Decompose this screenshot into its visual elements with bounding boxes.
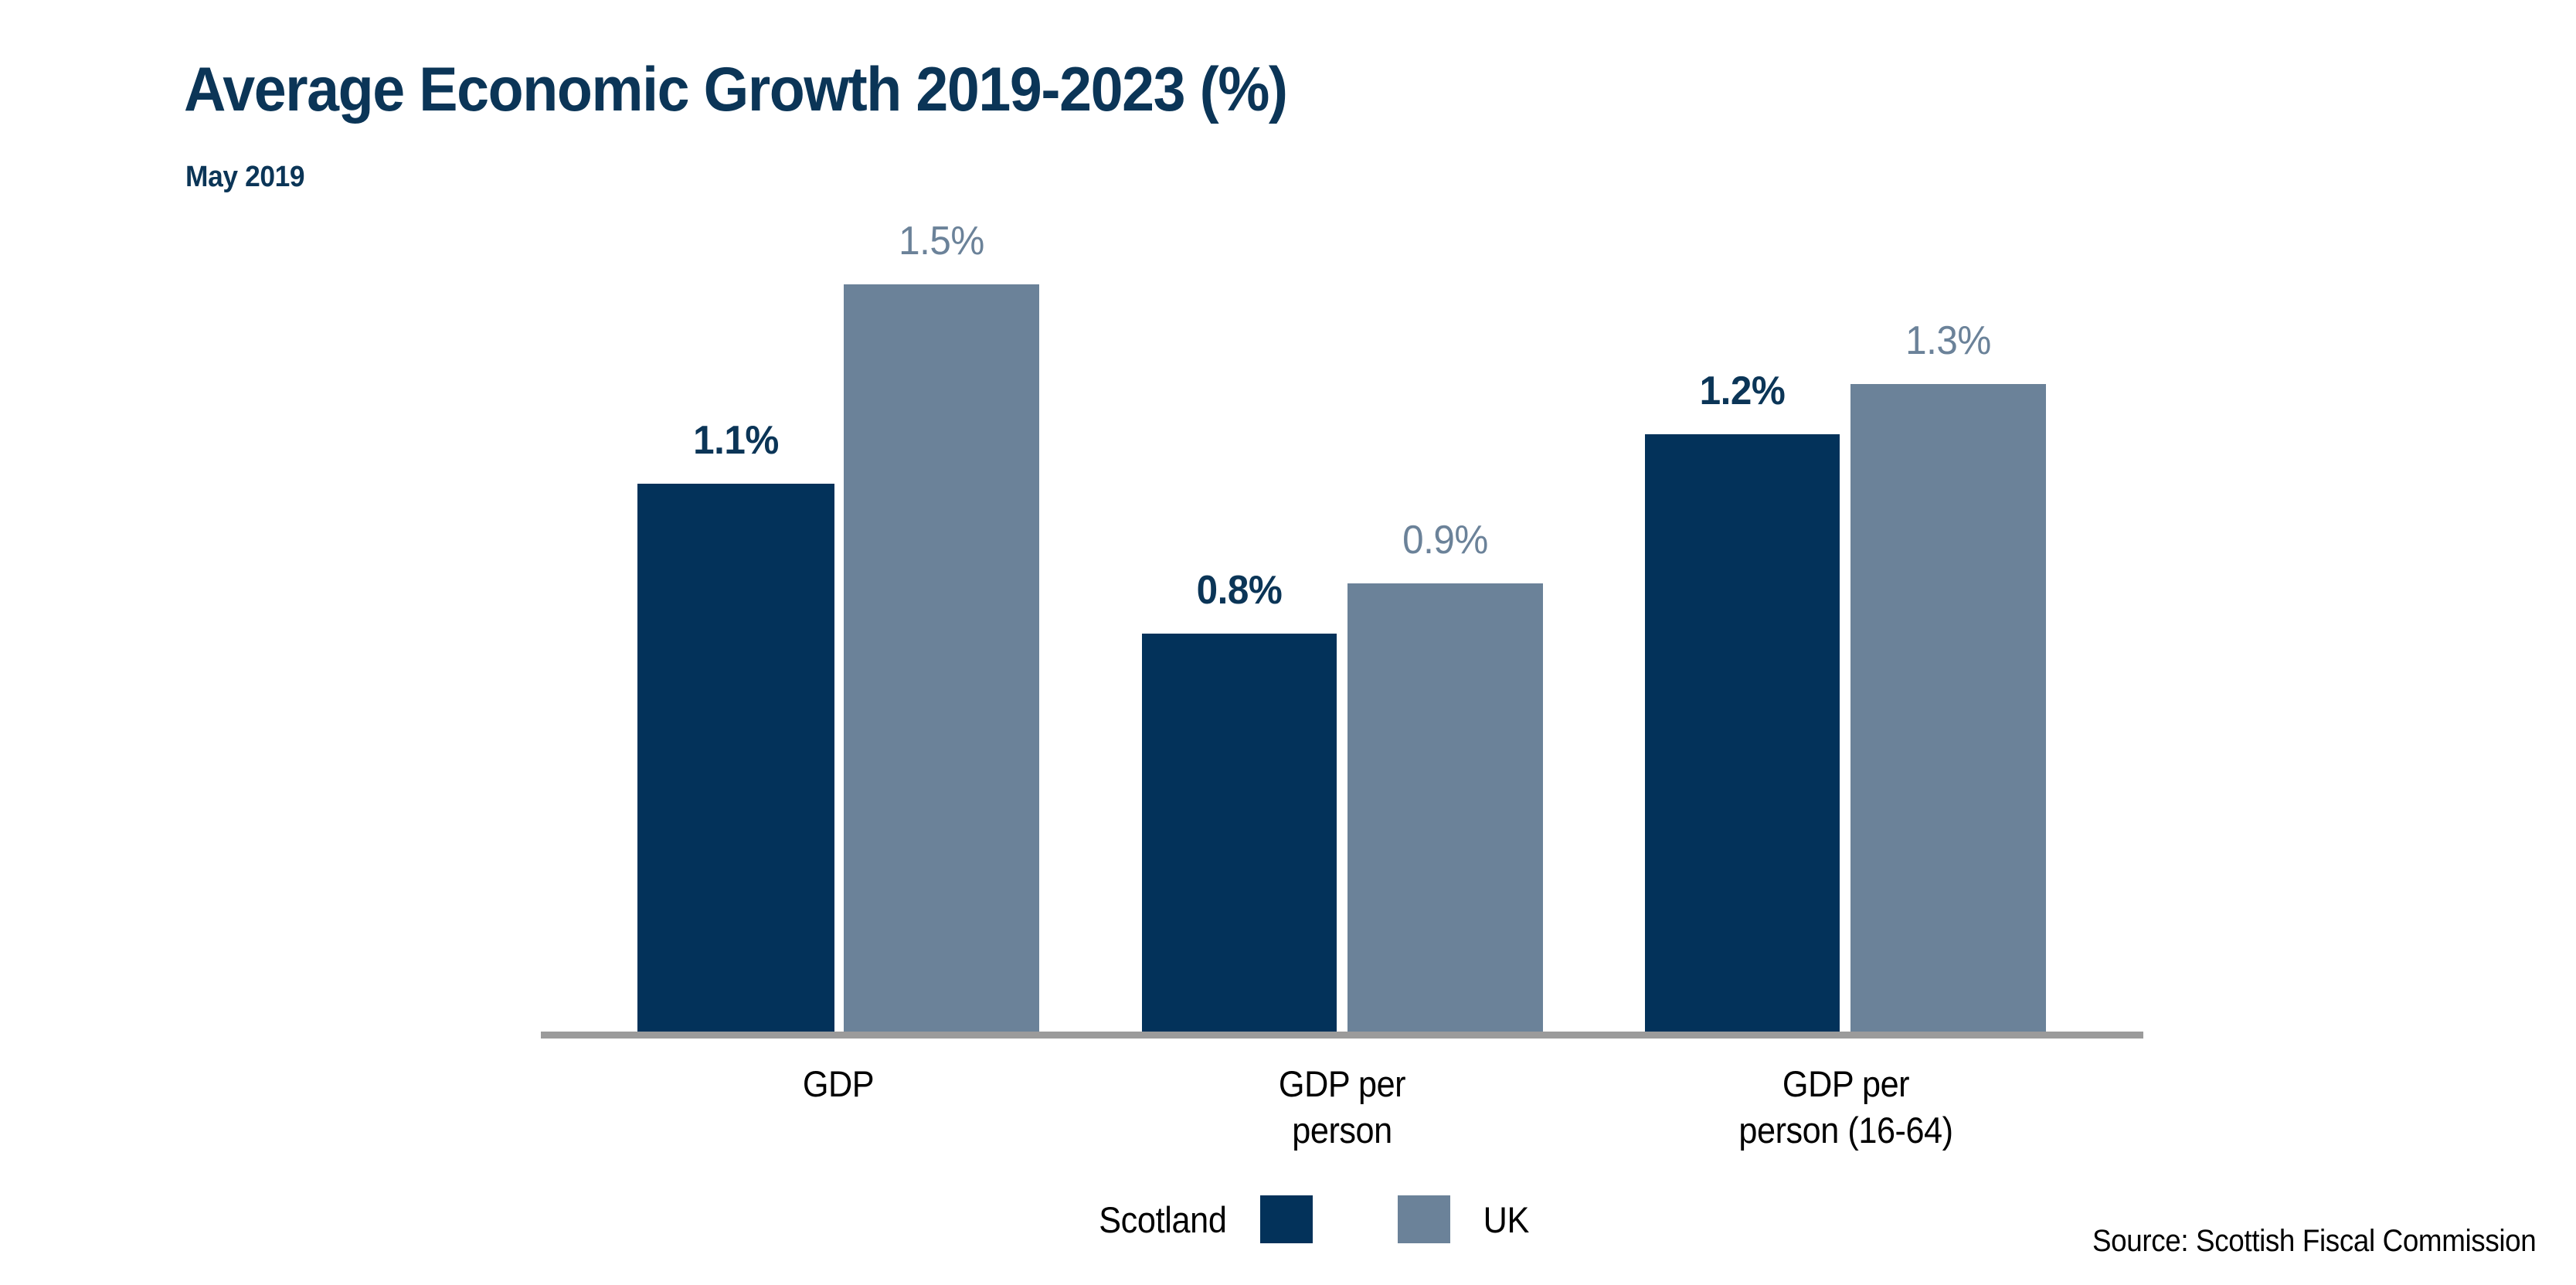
bar-uk-gdp-per-person-16-64[interactable]	[1850, 384, 2046, 1032]
x-axis-label-gdp-line1: GDP	[802, 1063, 875, 1104]
legend-swatch-uk[interactable]	[1397, 1195, 1450, 1243]
x-axis-label-gdp-per-person-16-64-line1: GDP per	[1782, 1063, 1910, 1104]
bar-value-uk-gdp: 1.5%	[899, 219, 984, 263]
x-axis-label-gdp-per-person-line2: person	[1292, 1110, 1392, 1151]
bar-value-scotland-gdp-per-person: 0.8%	[1196, 568, 1283, 613]
bar-value-uk-gdp-per-person: 0.9%	[1402, 518, 1488, 563]
bar-value-scotland-gdp: 1.1%	[693, 418, 779, 463]
legend-label-scotland: Scotland	[1099, 1198, 1227, 1240]
page-title: Average Economic Growth 2019-2023 (%)	[184, 55, 1288, 124]
bar-uk-gdp-per-person[interactable]	[1347, 583, 1543, 1032]
x-axis-label-gdp-per-person: GDP per person	[1200, 1061, 1484, 1154]
legend-label-uk: UK	[1483, 1198, 1529, 1240]
x-axis-line	[541, 1032, 2143, 1039]
bar-value-uk-gdp-per-person-16-64: 1.3%	[1905, 318, 1991, 363]
legend-swatch-scotland[interactable]	[1259, 1195, 1313, 1243]
x-axis-label-gdp-per-person-line1: GDP per	[1278, 1063, 1406, 1104]
bar-scotland-gdp[interactable]	[637, 484, 834, 1032]
bar-scotland-gdp-per-person-16-64[interactable]	[1645, 434, 1840, 1032]
bar-value-scotland-gdp-per-person-16-64: 1.2%	[1699, 369, 1786, 413]
bar-scotland-gdp-per-person[interactable]	[1142, 634, 1337, 1032]
x-axis-label-gdp: GDP	[696, 1061, 980, 1107]
x-axis-label-gdp-per-person-16-64-line2: person (16-64)	[1738, 1110, 1953, 1151]
source-note: Source: Scottish Fiscal Commission	[2092, 1224, 2537, 1258]
bar-uk-gdp[interactable]	[844, 284, 1039, 1032]
legend: Scotland UK	[1093, 1194, 1531, 1245]
chart-subtitle: May 2019	[185, 161, 305, 193]
x-axis-label-gdp-per-person-16-64: GDP per person (16-64)	[1704, 1061, 1988, 1154]
